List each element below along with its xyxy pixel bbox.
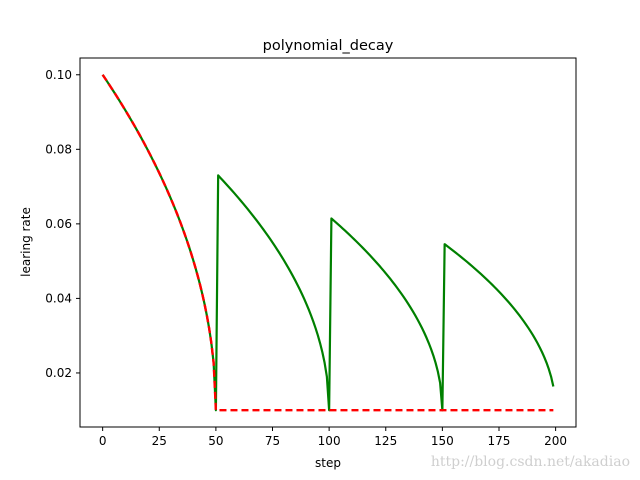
x-tick-label: 50 xyxy=(208,434,223,448)
x-tick-label: 75 xyxy=(265,434,280,448)
chart-title: polynomial_decay xyxy=(263,38,394,54)
plot-frame xyxy=(79,57,577,428)
watermark: http://blog.csdn.net/akadiao xyxy=(431,454,630,470)
x-tick-label: 25 xyxy=(152,434,167,448)
y-tick-label: 0.04 xyxy=(45,291,72,305)
x-tick-label: 175 xyxy=(488,434,511,448)
y-axis-label: learing rate xyxy=(19,207,33,277)
y-axis: 0.02 0.04 0.06 0.08 0.10 xyxy=(45,68,80,380)
series-line-nocycle xyxy=(101,74,554,412)
x-tick-label: 100 xyxy=(318,434,341,448)
x-tick-label: 150 xyxy=(431,434,454,448)
x-tick-label: 0 xyxy=(99,434,107,448)
y-tick-label: 0.08 xyxy=(45,142,72,156)
x-axis-label: step xyxy=(315,456,341,470)
y-tick-label: 0.06 xyxy=(45,217,72,231)
series-line-cycle xyxy=(101,74,555,412)
x-axis: 0 25 50 75 100 125 150 175 200 xyxy=(99,427,567,448)
series-layer xyxy=(101,74,555,412)
x-tick-label: 125 xyxy=(374,434,397,448)
y-tick-label: 0.10 xyxy=(45,68,72,82)
y-tick-label: 0.02 xyxy=(45,366,72,380)
x-tick-label: 200 xyxy=(544,434,567,448)
